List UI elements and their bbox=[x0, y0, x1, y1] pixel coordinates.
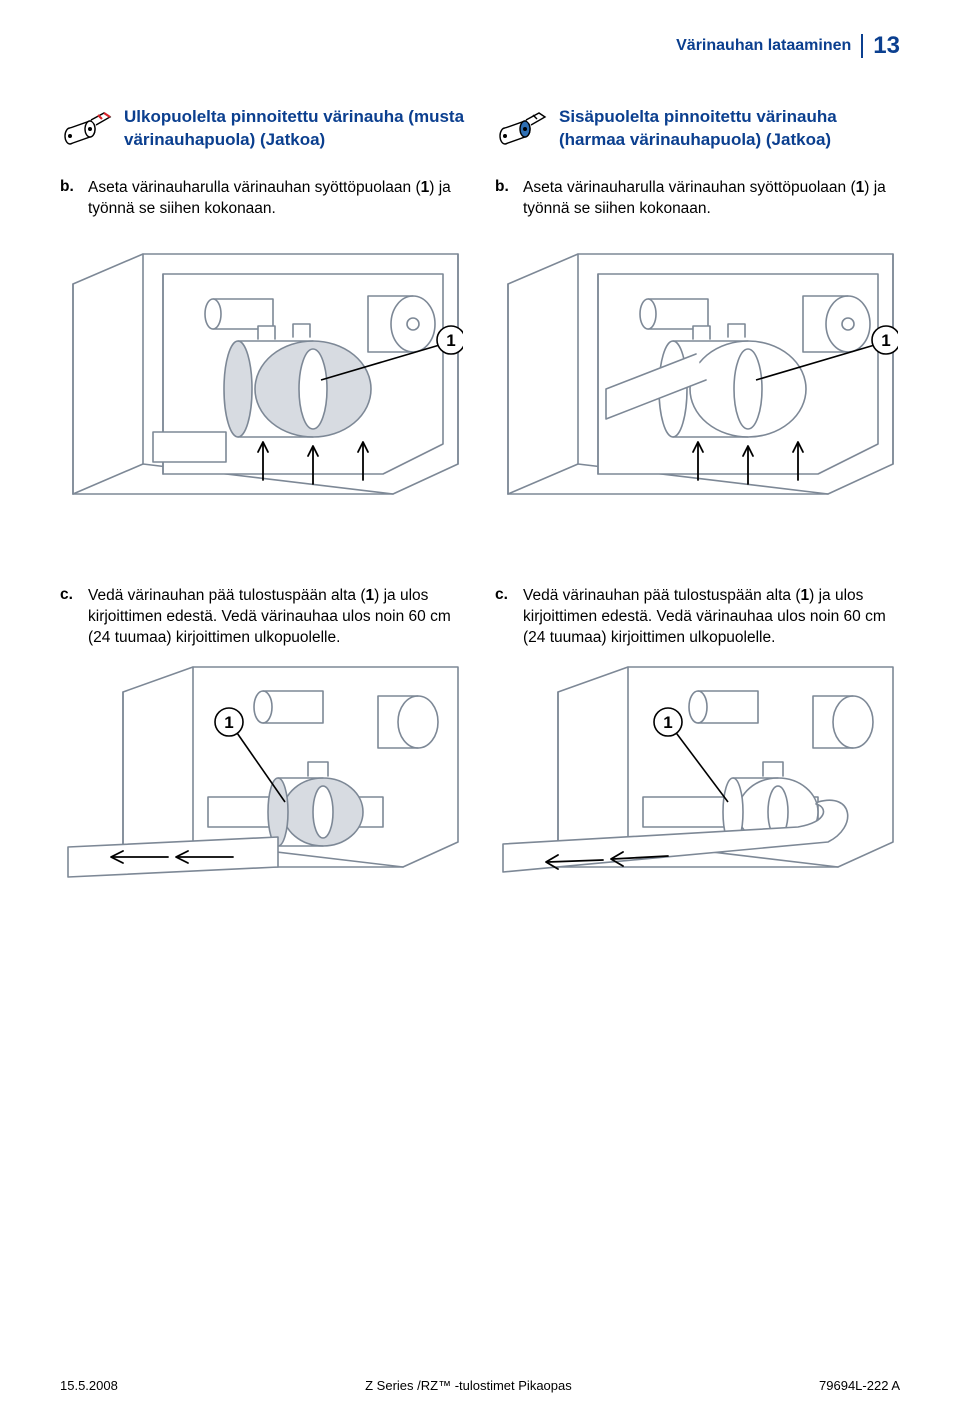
ribbon-inside-icon bbox=[495, 106, 547, 150]
header-separator bbox=[861, 34, 863, 58]
left-diagram-b: 1 bbox=[60, 234, 465, 544]
step-letter: b. bbox=[60, 178, 78, 226]
footer-title: Z Series /RZ™ -tulostimet Pikaopas bbox=[365, 1378, 572, 1393]
footer-date: 15.5.2008 bbox=[60, 1378, 118, 1393]
left-step-c: c. Vedä värinauhan pää tulostuspään alta… bbox=[60, 586, 465, 655]
step-letter: c. bbox=[60, 586, 78, 655]
left-step-b: b. Aseta värinauharulla värinauhan syött… bbox=[60, 178, 465, 226]
right-step-b-text: Aseta värinauharulla värinauhan syöttöpu… bbox=[523, 178, 900, 220]
right-step-c: c. Vedä värinauhan pää tulostuspään alta… bbox=[495, 586, 900, 655]
right-diagram-c: 1 bbox=[495, 662, 900, 952]
right-diagram-b: 1 bbox=[495, 234, 900, 544]
ribbon-outside-icon bbox=[60, 106, 112, 150]
step-letter: b. bbox=[495, 178, 513, 226]
callout-label: 1 bbox=[881, 331, 890, 350]
header-title: Värinauhan lataaminen bbox=[676, 37, 851, 55]
step-letter: c. bbox=[495, 586, 513, 655]
right-step-b: b. Aseta värinauharulla värinauhan syött… bbox=[495, 178, 900, 226]
left-diagram-c: 1 bbox=[60, 662, 465, 952]
left-step-b-text: Aseta värinauharulla värinauhan syöttöpu… bbox=[88, 178, 465, 220]
right-step-c-text: Vedä värinauhan pää tulostuspään alta (1… bbox=[523, 586, 900, 649]
callout-label: 1 bbox=[224, 713, 233, 732]
left-subsection-title: Ulkopuolelta pinnoitettu värinauha (must… bbox=[124, 106, 465, 152]
page-footer: 15.5.2008 Z Series /RZ™ -tulostimet Pika… bbox=[60, 1378, 900, 1393]
left-step-c-text: Vedä värinauhan pää tulostuspään alta (1… bbox=[88, 586, 465, 649]
page-header: Värinauhan lataaminen 13 bbox=[60, 32, 900, 60]
callout-label: 1 bbox=[663, 713, 672, 732]
page-number: 13 bbox=[873, 32, 900, 60]
callout-label: 1 bbox=[446, 331, 455, 350]
footer-doc-id: 79694L-222 A bbox=[819, 1378, 900, 1393]
right-subsection-title: Sisäpuolelta pinnoitettu värinauha (harm… bbox=[559, 106, 900, 152]
